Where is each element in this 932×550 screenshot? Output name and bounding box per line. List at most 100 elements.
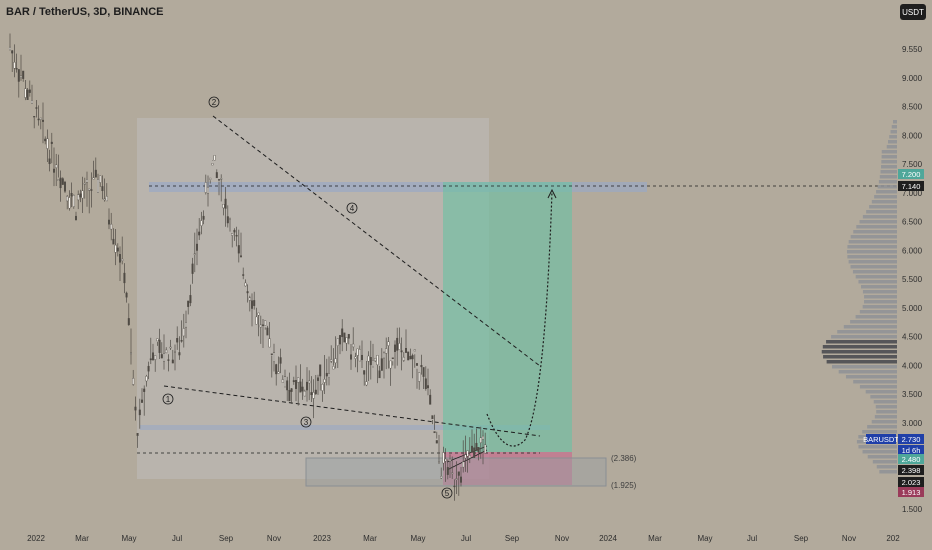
- candle-body: [226, 216, 229, 224]
- x-tick-label: Nov: [842, 534, 856, 543]
- x-tick-label: Nov: [267, 534, 281, 543]
- y-tick-label: 6.000: [902, 246, 923, 255]
- candle-body: [55, 164, 58, 168]
- candle-body: [165, 349, 168, 354]
- y-tick-label: 3.000: [902, 419, 923, 428]
- candle-body: [325, 372, 328, 377]
- volume-profile-bar: [862, 305, 897, 309]
- candle-body: [85, 179, 88, 183]
- volume-profile-bar: [862, 430, 897, 434]
- candle-body: [44, 138, 47, 142]
- volume-profile-bar: [890, 130, 897, 134]
- candle-body: [372, 360, 375, 368]
- y-tick-label: 1.500: [902, 505, 923, 514]
- candle-body: [306, 381, 309, 391]
- currency-button[interactable]: USDT: [900, 4, 926, 20]
- candle-body: [328, 373, 331, 378]
- projection-path: [486, 190, 553, 447]
- range-box: [137, 118, 489, 479]
- wave-label: 3: [304, 418, 309, 427]
- y-tick-label: 7.500: [902, 160, 923, 169]
- x-tick-label: May: [121, 534, 136, 543]
- candle-body: [167, 359, 170, 361]
- volume-profile-bar: [822, 345, 897, 349]
- y-tick-label: 4.000: [902, 361, 923, 370]
- price-label-bg: [898, 445, 924, 455]
- candle-body: [462, 461, 465, 468]
- candle-body: [281, 379, 284, 383]
- volume-profile-bar: [881, 150, 897, 154]
- volume-profile-bar: [876, 410, 897, 414]
- candle-body: [429, 394, 432, 405]
- candle-body: [28, 89, 31, 93]
- candle-body: [268, 338, 271, 348]
- candle-body: [301, 386, 304, 392]
- candle-body: [431, 415, 434, 420]
- lower-trendline: [163, 385, 541, 437]
- candle-body: [396, 337, 399, 351]
- volume-profile-bar: [872, 460, 897, 464]
- volume-profile-bar: [867, 425, 897, 429]
- candle-body: [422, 367, 425, 377]
- volume-profile-bar: [870, 395, 897, 399]
- chart-title: BAR / TetherUS, 3D, BINANCE: [6, 6, 164, 18]
- candle-body: [464, 454, 467, 459]
- volume-profile-bar: [886, 145, 897, 149]
- volume-profile-bar: [859, 385, 897, 389]
- candle-body: [259, 324, 262, 328]
- candle-body: [257, 312, 260, 316]
- volume-profile-bar: [889, 135, 897, 139]
- price-label-bg: [898, 169, 924, 179]
- candle-body: [187, 300, 190, 307]
- volume-profile-bar: [860, 285, 897, 289]
- candle-body: [154, 355, 157, 360]
- candle-body: [46, 138, 49, 149]
- candle-body: [114, 244, 117, 253]
- wave-label: 2: [212, 98, 217, 107]
- candle-body: [411, 355, 414, 360]
- volume-profile-bar: [837, 330, 897, 334]
- candle-body: [336, 338, 339, 346]
- price-label-bg: [898, 465, 924, 475]
- candle-body: [178, 352, 181, 356]
- candle-body: [22, 70, 25, 79]
- candle-body: [94, 169, 97, 178]
- candle-body: [107, 219, 110, 225]
- candle-body: [24, 88, 27, 98]
- candle-body: [123, 272, 126, 284]
- volume-profile-bar: [858, 445, 897, 449]
- y-tick-label: 5.000: [902, 304, 923, 313]
- candle-body: [374, 357, 377, 362]
- candle-body: [204, 182, 207, 193]
- candle-body: [59, 177, 62, 189]
- candle-body: [308, 380, 311, 384]
- volume-profile-bar: [878, 180, 897, 184]
- volume-profile-bar: [875, 405, 897, 409]
- candle-body: [356, 348, 359, 356]
- x-tick-label: Sep: [505, 534, 520, 543]
- candle-body: [220, 178, 223, 180]
- candle-body: [343, 332, 346, 343]
- annotation-label: (2.386): [611, 454, 637, 463]
- x-tick-label: Mar: [363, 534, 377, 543]
- price-label: 2.730: [902, 435, 921, 444]
- candle-body: [457, 471, 460, 476]
- resistance-band: [149, 182, 647, 192]
- candle-body: [402, 356, 405, 361]
- candle-body: [449, 458, 452, 462]
- volume-profile-bar: [853, 380, 897, 384]
- candle-body: [118, 254, 121, 263]
- candle-body: [13, 62, 16, 69]
- candle-body: [184, 322, 187, 328]
- volume-profile-bar: [865, 390, 897, 394]
- candle-body: [270, 353, 273, 355]
- y-tick-label: 3.500: [902, 390, 923, 399]
- candle-body: [39, 117, 42, 120]
- candle-body: [286, 380, 289, 391]
- volume-profile-bar: [864, 300, 897, 304]
- candle-body: [88, 188, 91, 191]
- candle-body: [279, 357, 282, 364]
- candle-body: [231, 233, 234, 236]
- candle-body: [477, 447, 480, 453]
